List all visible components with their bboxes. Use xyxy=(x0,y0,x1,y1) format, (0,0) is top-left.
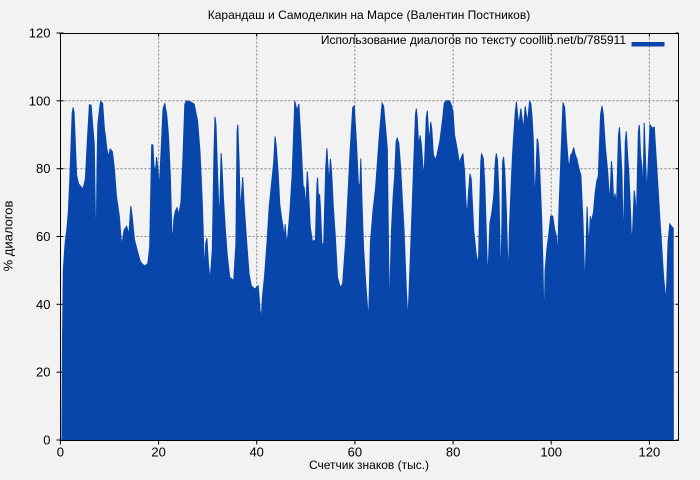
svg-text:60: 60 xyxy=(36,229,50,244)
svg-text:20: 20 xyxy=(151,445,165,460)
svg-text:Использование диалогов по текс: Использование диалогов по тексту coollib… xyxy=(321,33,627,47)
svg-text:60: 60 xyxy=(348,445,362,460)
svg-text:120: 120 xyxy=(29,26,51,41)
svg-text:20: 20 xyxy=(36,365,50,380)
svg-text:40: 40 xyxy=(249,445,263,460)
svg-text:0: 0 xyxy=(57,445,64,460)
svg-text:0: 0 xyxy=(43,433,50,448)
svg-text:80: 80 xyxy=(36,161,50,176)
svg-text:120: 120 xyxy=(639,445,661,460)
svg-text:100: 100 xyxy=(540,445,562,460)
svg-text:40: 40 xyxy=(36,297,50,312)
svg-text:Счетчик знаков (тыс.): Счетчик знаков (тыс.) xyxy=(309,458,429,472)
svg-text:Карандаш и Самоделкин на Марсе: Карандаш и Самоделкин на Марсе (Валентин… xyxy=(208,8,530,22)
svg-text:% диалогов: % диалогов xyxy=(1,201,16,272)
svg-text:100: 100 xyxy=(29,93,51,108)
svg-text:80: 80 xyxy=(446,445,460,460)
